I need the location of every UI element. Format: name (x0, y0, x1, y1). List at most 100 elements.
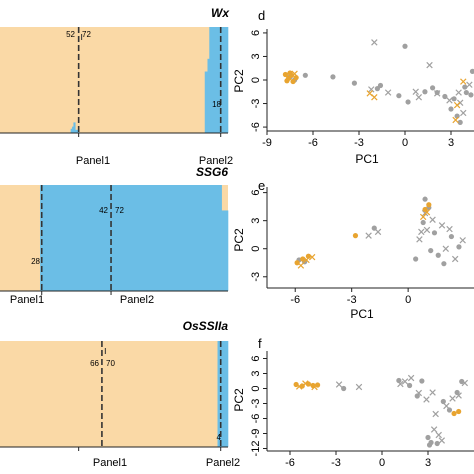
y-tick-label-d-4: 6 (250, 30, 262, 36)
x-label-panel1-wx: Panel1 (76, 155, 110, 167)
point-e-2-0 (294, 260, 300, 266)
y-tick-label-d-0: -6 (250, 122, 262, 132)
point-e-1-11 (442, 245, 449, 252)
point-e-3-0 (297, 262, 305, 269)
x-label-panel1-ssg6: Panel1 (10, 294, 44, 306)
point-f-1-7 (430, 426, 438, 433)
point-f-1-14 (429, 389, 436, 396)
scatter-points-e (294, 196, 466, 269)
point-f-1-2 (397, 380, 404, 388)
point-e-3-4 (419, 213, 427, 221)
point-f-0-3 (414, 393, 420, 399)
point-f-3-2 (311, 383, 318, 391)
point-d-1-6 (433, 90, 441, 97)
annotation-28: 28 (31, 257, 40, 266)
structure-plot-wx (0, 27, 229, 137)
point-d-0-18 (468, 92, 474, 98)
point-f-1-0 (335, 381, 343, 388)
point-d-3-3 (371, 94, 378, 101)
point-f-0-2 (407, 382, 413, 389)
structure-segment-2-1 (217, 341, 229, 447)
point-e-0-11 (422, 196, 428, 202)
y-tick-label-e-1: 0 (250, 246, 262, 252)
point-d-0-19 (469, 68, 474, 74)
point-e-1-8 (459, 237, 466, 244)
point-e-1-2 (416, 236, 423, 243)
y-axis-label-d: PC2 (232, 69, 246, 93)
point-d-1-9 (460, 109, 467, 117)
scatter-points-d (282, 39, 474, 125)
x-axis-label-e: PC1 (350, 307, 374, 321)
point-e-0-12 (428, 247, 434, 254)
structure-base-2 (0, 341, 228, 447)
point-e-3-1 (303, 256, 310, 264)
point-d-0-10 (422, 89, 428, 95)
point-e-0-9 (448, 233, 455, 240)
structure-segment-1-2 (221, 210, 229, 291)
point-f-1-5 (415, 389, 423, 397)
point-d-0-7 (396, 93, 402, 99)
y-tick-label-f-2: -6 (250, 414, 262, 424)
structure-segment-0-6 (204, 71, 208, 133)
point-d-3-0 (285, 73, 292, 81)
structure-segment-0-1 (70, 128, 73, 133)
point-f-0-8 (434, 440, 440, 447)
structure-plot-ssg6 (0, 185, 229, 295)
point-f-3-1 (302, 380, 309, 387)
x-tick-label-f-2: 0 (379, 457, 385, 469)
annotation-52: 52 (66, 30, 75, 39)
point-d-1-3 (412, 88, 419, 95)
annotation-42: 42 (99, 206, 108, 215)
structure-segment-1-1 (40, 185, 222, 291)
point-f-3-0 (295, 383, 303, 390)
point-f-1-15 (432, 410, 439, 418)
structure-segment-0-4 (75, 129, 80, 133)
y-tick-label-e-3: 6 (250, 190, 262, 196)
point-f-1-10 (443, 402, 450, 410)
point-d-1-4 (415, 94, 423, 101)
point-e-0-10 (456, 244, 462, 250)
structure-chart-osssiia: OsSSIIa Panel1 Panel2 66 70 4 (0, 319, 240, 469)
x-tick-label-f-3: 3 (425, 457, 431, 469)
point-e-3-2 (308, 253, 316, 261)
y-axis-label-e: PC2 (232, 228, 246, 252)
point-d-1-7 (446, 97, 453, 104)
point-e-1-6 (446, 225, 453, 233)
x-tick-label-f-1: -3 (331, 457, 341, 469)
point-f-1-12 (461, 379, 469, 387)
x-tick-label-d-2: -3 (354, 137, 364, 149)
x-tick-label-e-1: -3 (347, 294, 357, 306)
point-f-2-6 (456, 408, 462, 415)
point-f-2-5 (451, 410, 457, 417)
y-tick-label-d-3: 3 (250, 53, 262, 59)
x-tick-label-d-3: 0 (402, 137, 408, 149)
point-d-0-3 (330, 74, 336, 80)
structure-chart-wx: Wx Panel1 Panel2 52 72 18 (0, 6, 233, 167)
x-label-panel2-ssg6: Panel2 (120, 294, 154, 306)
y-tick-label-f-1: -9 (250, 429, 262, 439)
point-d-3-6 (452, 116, 459, 124)
point-d-0-11 (430, 85, 436, 91)
y-tick-label-d-2: 0 (250, 77, 262, 83)
point-d-0-21 (451, 96, 457, 102)
point-e-1-7 (451, 255, 459, 263)
point-d-1-10 (466, 81, 473, 88)
point-e-2-4 (426, 202, 432, 208)
point-d-0-17 (463, 89, 469, 96)
annotation-18: 18 (212, 100, 221, 109)
y-axis-label-f: PC2 (232, 388, 246, 412)
scatter-frame-e (266, 187, 474, 289)
point-d-0-4 (351, 80, 357, 86)
y-tick-label-f-0: -12 (250, 441, 262, 457)
annotation-70: 70 (106, 359, 115, 368)
point-f-1-11 (449, 395, 456, 402)
point-f-2-4 (315, 382, 321, 388)
point-e-1-10 (418, 228, 425, 236)
point-f-1-4 (407, 374, 415, 382)
point-d-0-16 (457, 119, 463, 125)
annotation-72: 72 (82, 30, 91, 39)
pca-scatter-e: e -6 -3 0 -3 0 3 6 PC1 PC2 (232, 178, 474, 321)
scatter-points-f (293, 374, 469, 448)
